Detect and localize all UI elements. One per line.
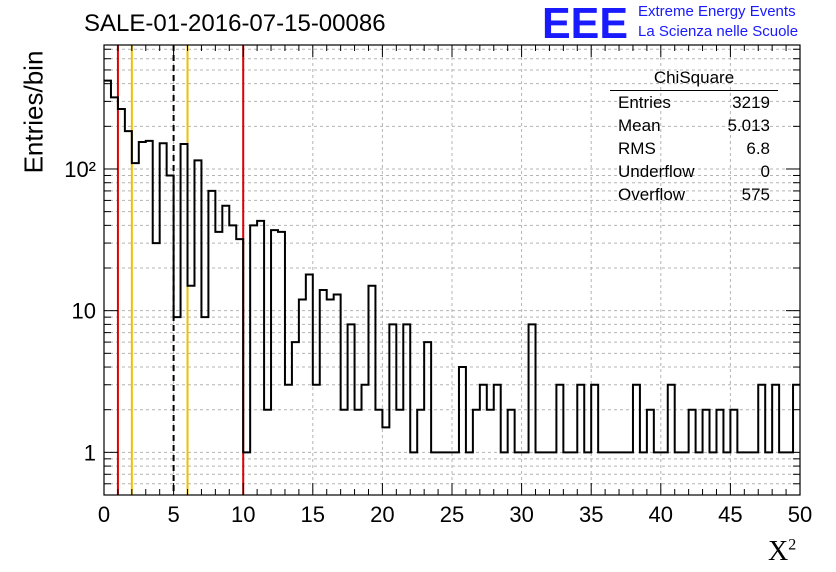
- y-tick-label: 10²: [64, 157, 96, 182]
- x-tick-label: 50: [788, 502, 812, 527]
- stats-label: Mean: [618, 116, 661, 135]
- stats-value: 0: [760, 162, 770, 181]
- x-tick-label: 10: [231, 502, 255, 527]
- x-tick-label: 0: [98, 502, 110, 527]
- x-tick-label: 15: [301, 502, 325, 527]
- x-tick-label: 5: [167, 502, 179, 527]
- stats-label: Underflow: [618, 162, 695, 181]
- x-tick-label: 35: [579, 502, 603, 527]
- stats-value: 3219: [732, 93, 770, 112]
- stats-value: 6.8: [746, 139, 770, 158]
- stats-title: ChiSquare: [653, 68, 735, 87]
- chart-title: SALE-01-2016-07-15-00086: [84, 10, 386, 37]
- x-tick-label: 45: [718, 502, 742, 527]
- stats-label: RMS: [618, 139, 656, 158]
- eee-logo-text: EEE: [542, 2, 628, 42]
- stats-label: Entries: [618, 93, 671, 112]
- logo-caption-line1: Extreme Energy Events: [638, 3, 796, 20]
- y-tick-label: 1: [84, 440, 96, 465]
- x-tick-label: 30: [509, 502, 533, 527]
- x-axis-label: X2: [768, 536, 797, 567]
- stats-row-entries: Entries 3219: [618, 93, 770, 115]
- stats-value: 5.013: [727, 116, 770, 135]
- stats-row-mean: Mean 5.013: [618, 116, 770, 138]
- x-tick-label: 20: [370, 502, 394, 527]
- stats-row-overflow: Overflow 575: [618, 185, 770, 207]
- logo-caption-line2: La Scienza nelle Scuole: [638, 23, 799, 40]
- x-tick-label: 25: [440, 502, 464, 527]
- eee-logo: EEE: [542, 2, 628, 42]
- stats-value: 575: [741, 185, 770, 204]
- histogram-series: [104, 79, 800, 454]
- stats-row-rms: RMS 6.8: [618, 139, 770, 161]
- stats-box: ChiSquare Entries 3219 Mean 5.013 RMS 6.8 U…: [610, 66, 778, 214]
- stats-row-underflow: Underflow 0: [618, 162, 770, 184]
- x-tick-label: 40: [649, 502, 673, 527]
- stats-divider: [610, 90, 778, 91]
- y-tick-label: 10: [72, 299, 96, 324]
- stats-label: Overflow: [618, 185, 686, 204]
